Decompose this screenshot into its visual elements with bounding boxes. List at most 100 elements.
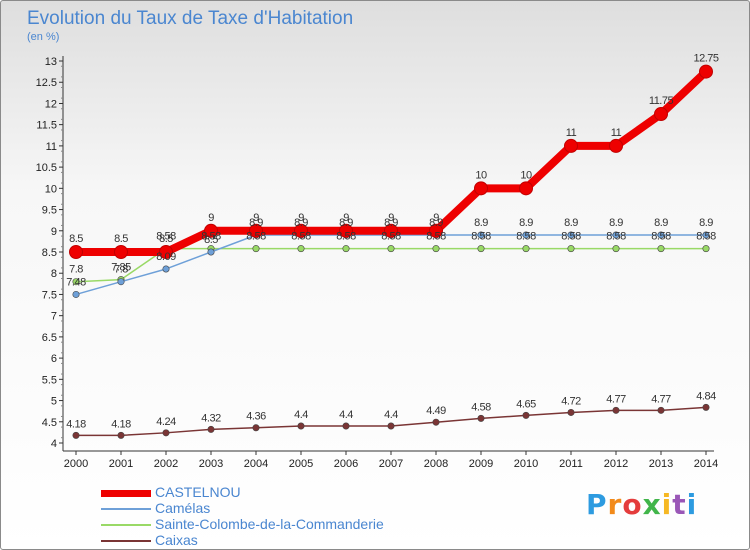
- data-label-sainte_colombe: 8.58: [426, 231, 446, 243]
- data-point-camelas: [522, 231, 530, 239]
- data-label-sainte_colombe: 8.58: [651, 231, 671, 243]
- legend-swatch-castelnou: [101, 490, 151, 497]
- data-point-sainte_colombe: [72, 278, 80, 286]
- data-point-camelas: [612, 231, 620, 239]
- x-tick-label: 2006: [334, 458, 358, 470]
- logo-letter: i: [686, 488, 698, 521]
- data-point-caixas: [297, 422, 305, 430]
- data-point-castelnou: [654, 107, 668, 122]
- data-label-sainte_colombe: 8.58: [516, 231, 536, 243]
- data-point-caixas: [117, 431, 125, 439]
- y-tick-label: 10.5: [36, 162, 57, 174]
- legend-item-sainte-colombe: Sainte-Colombe-de-la-Commanderie: [101, 516, 461, 533]
- data-point-camelas: [657, 231, 665, 239]
- chart-title: Evolution du Taux de Taxe d'Habitation: [27, 8, 354, 29]
- data-point-sainte_colombe: [702, 245, 710, 253]
- legend-item-castelnou: CASTELNOU: [101, 484, 461, 501]
- data-label-camelas: 8.9: [519, 217, 533, 229]
- data-label-camelas: 8.9: [609, 217, 623, 229]
- y-tick-label: 4.5: [42, 417, 57, 429]
- logo-letter: i: [661, 488, 673, 521]
- data-label-castelnou: 11.75: [649, 95, 674, 107]
- data-label-camelas: 8.5: [204, 234, 218, 246]
- data-label-castelnou: 10: [520, 169, 532, 181]
- data-point-sainte_colombe: [657, 245, 665, 253]
- data-point-castelnou: [699, 64, 713, 79]
- data-point-sainte_colombe: [342, 245, 350, 253]
- x-tick-label: 2003: [199, 458, 223, 470]
- data-label-camelas: 8.9: [699, 217, 713, 229]
- data-point-camelas: [72, 290, 80, 298]
- y-tick-label: 12: [45, 98, 57, 110]
- data-label-caixas: 4.4: [384, 409, 398, 421]
- data-point-castelnou: [159, 245, 173, 259]
- data-point-caixas: [657, 406, 665, 414]
- legend-item-camelas: Camélas: [101, 500, 461, 517]
- data-point-sainte_colombe: [567, 245, 575, 253]
- legend: CASTELNOU Camélas Sainte-Colombe-de-la-C…: [101, 484, 461, 549]
- data-point-camelas: [162, 265, 170, 273]
- data-label-caixas: 4.4: [339, 409, 353, 421]
- data-label-castelnou: 8.5: [69, 233, 83, 245]
- y-tick-label: 9.5: [42, 205, 57, 217]
- data-label-castelnou: 9: [343, 212, 349, 224]
- legend-label-sainte-colombe: Sainte-Colombe-de-la-Commanderie: [155, 516, 384, 532]
- data-label-sainte_colombe: 8.58: [336, 231, 356, 243]
- x-tick-label: 2001: [109, 458, 133, 470]
- logo-letter: P: [586, 488, 608, 521]
- data-label-camelas: 8.9: [429, 217, 443, 229]
- data-point-caixas: [612, 406, 620, 414]
- y-tick-label: 12.5: [36, 77, 57, 89]
- y-tick-label: 8: [51, 268, 57, 280]
- y-tick-label: 5: [51, 396, 57, 408]
- data-label-castelnou: 10: [475, 169, 487, 181]
- data-point-caixas: [387, 422, 395, 430]
- legend-item-caixas: Caixas: [101, 532, 461, 549]
- data-point-camelas: [207, 248, 215, 256]
- logo-letter: t: [672, 488, 687, 521]
- data-label-camelas: 8.9: [339, 217, 353, 229]
- data-label-castelnou: 9: [253, 212, 259, 224]
- data-point-caixas: [477, 414, 485, 422]
- data-point-castelnou: [204, 223, 218, 238]
- data-point-caixas: [522, 411, 530, 419]
- data-point-castelnou: [69, 245, 83, 259]
- data-point-caixas: [162, 429, 170, 437]
- data-label-camelas: 8.9: [564, 217, 578, 229]
- legend-label-caixas: Caixas: [155, 532, 198, 548]
- data-point-castelnou: [429, 223, 443, 238]
- data-point-caixas: [252, 424, 260, 432]
- data-label-sainte_colombe: 7.85: [111, 262, 131, 274]
- data-label-caixas: 4.77: [606, 393, 626, 405]
- data-label-sainte_colombe: 8.58: [246, 231, 266, 243]
- data-point-camelas: [702, 231, 710, 239]
- legend-label-camelas: Camélas: [155, 500, 211, 516]
- data-point-camelas: [567, 231, 575, 239]
- x-tick-label: 2000: [64, 458, 88, 470]
- data-label-caixas: 4.32: [201, 412, 221, 424]
- data-label-castelnou: 11: [566, 127, 577, 139]
- y-tick-label: 6: [51, 353, 57, 365]
- data-label-caixas: 4.18: [66, 418, 86, 430]
- data-point-castelnou: [249, 223, 263, 238]
- data-point-castelnou: [564, 138, 578, 153]
- data-label-castelnou: 8.5: [159, 233, 173, 245]
- y-tick-label: 10: [45, 183, 57, 195]
- x-tick-label: 2007: [379, 458, 403, 470]
- y-tick-label: 4: [51, 438, 57, 450]
- data-point-sainte_colombe: [297, 245, 305, 253]
- x-tick-label: 2010: [514, 458, 538, 470]
- data-point-caixas: [702, 403, 710, 411]
- logo-letter: o: [622, 488, 643, 521]
- y-tick-label: 6.5: [42, 332, 57, 344]
- data-point-castelnou: [609, 138, 623, 153]
- y-tick-label: 13: [45, 56, 57, 68]
- data-label-camelas: 8.9: [654, 217, 668, 229]
- x-tick-label: 2011: [559, 458, 583, 470]
- legend-swatch-camelas: [101, 508, 151, 510]
- data-point-sainte_colombe: [477, 245, 485, 253]
- x-tick-label: 2012: [604, 458, 628, 470]
- y-tick-label: 11.5: [36, 120, 57, 132]
- legend-swatch-caixas: [101, 540, 151, 542]
- data-label-castelnou: 11: [611, 127, 622, 139]
